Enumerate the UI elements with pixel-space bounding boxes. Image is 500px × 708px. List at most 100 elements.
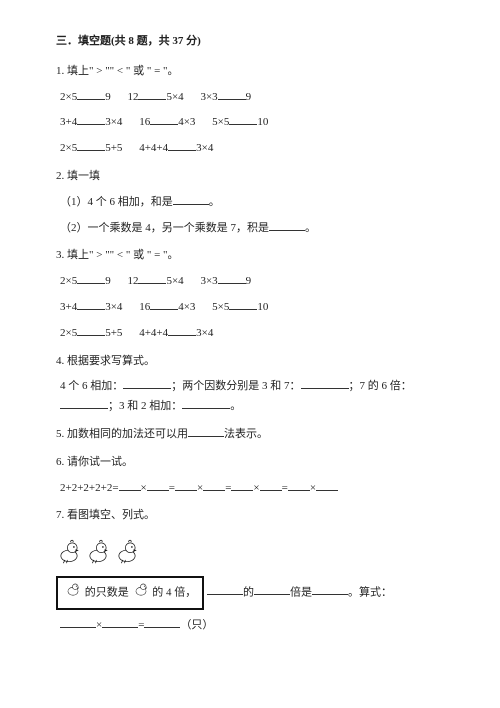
q7-tail-b: 倍是 [290, 586, 312, 598]
q1-r3a: 2×5 [60, 142, 77, 154]
q4end: 。 [230, 400, 241, 412]
q2: 2. 填一填 （1）4 个 6 相加，和是。 （2）一个乘数是 4，另一个乘数是… [56, 167, 452, 238]
q3-r1b2: 5×4 [166, 275, 183, 287]
blank [203, 479, 225, 491]
q4-prompt: 4. 根据要求写算式。 [56, 352, 452, 372]
blank [175, 479, 197, 491]
duck-icon [56, 538, 82, 572]
q1: 1. 填上" > "" < " 或 " = "。 2×59 125×4 3×39… [56, 62, 452, 159]
blank [77, 88, 105, 100]
q3-r3a2: 5+5 [105, 327, 122, 339]
q3-r2c: 5×5 [212, 301, 229, 313]
unit: （只） [180, 619, 213, 631]
q4c: ；7 的 6 倍： [349, 380, 412, 392]
q3: 3. 填上" > "" < " 或 " = "。 2×59 125×4 3×39… [56, 246, 452, 343]
q6: 6. 请你试一试。 2+2+2+2+2=×=×=×=× [56, 453, 452, 499]
q1-r2a: 3+4 [60, 116, 77, 128]
blank [119, 479, 141, 491]
blank [77, 272, 105, 284]
blank [102, 616, 138, 628]
blank [123, 377, 171, 389]
blank [301, 377, 349, 389]
blank [316, 479, 338, 491]
q3-r1c: 3×3 [200, 275, 217, 287]
ducks-illustration: 的只数是 的 4 倍， 的 倍是 。算式： [56, 538, 452, 610]
q2b: （2）一个乘数是 4，另一个乘数是 7，积是 [60, 222, 269, 234]
q3-r2c2: 10 [257, 301, 268, 313]
q4: 4. 根据要求写算式。 4 个 6 相加： ；两个因数分别是 3 和 7： ；7 的… [56, 352, 452, 417]
blank [168, 324, 196, 336]
q1-r1c2: 9 [246, 91, 252, 103]
q5a: 5. 加数相同的加法还可以用 [56, 428, 188, 440]
q7-box-a: 的只数是 [85, 586, 129, 598]
q3-r2a: 3+4 [60, 301, 77, 313]
blank [188, 425, 224, 437]
q3-r1c2: 9 [246, 275, 252, 287]
q1-r2b: 16 [139, 116, 150, 128]
q3-r2b: 16 [139, 301, 150, 313]
blank [138, 272, 166, 284]
q7-box: 的只数是 的 4 倍， [56, 576, 204, 610]
q7-tail-c: 。算式： [348, 586, 392, 598]
q4b: ；两个因数分别是 3 和 7： [171, 380, 300, 392]
blank [229, 113, 257, 125]
q1-r2c2: 10 [257, 116, 268, 128]
blank [147, 479, 169, 491]
duck-icon [114, 538, 140, 572]
blank [269, 219, 305, 231]
q7-tail-a: 的 [243, 586, 254, 598]
duck-icon [85, 538, 111, 572]
q1-r1b: 12 [127, 91, 138, 103]
blank [150, 298, 178, 310]
q1-r2b2: 4×3 [178, 116, 195, 128]
q3-r1a: 2×5 [60, 275, 77, 287]
q1-r1b2: 5×4 [166, 91, 183, 103]
q1-r1c: 3×3 [200, 91, 217, 103]
q7-box-b: 的 4 倍， [152, 586, 196, 598]
blank [254, 583, 290, 595]
q6-prompt: 6. 请你试一试。 [56, 453, 452, 473]
blank [150, 113, 178, 125]
q3-r3b: 4+4+4 [139, 327, 168, 339]
blank [77, 139, 105, 151]
q5: 5. 加数相同的加法还可以用 法表示。 [56, 425, 452, 445]
q1-r1a2: 9 [105, 91, 111, 103]
q1-r2a2: 3×4 [105, 116, 122, 128]
blank [77, 324, 105, 336]
blank [60, 616, 96, 628]
blank [312, 583, 348, 595]
q2b-end: 。 [305, 222, 316, 234]
blank [260, 479, 282, 491]
q3-prompt: 3. 填上" > "" < " 或 " = "。 [56, 246, 452, 266]
q3-r1b: 12 [127, 275, 138, 287]
q1-r3a2: 5+5 [105, 142, 122, 154]
q2a-end: 。 [209, 196, 220, 208]
chick-icon [64, 580, 82, 606]
blank [218, 88, 246, 100]
q2-prompt: 2. 填一填 [56, 167, 452, 187]
q3-r3a: 2×5 [60, 327, 77, 339]
blank [182, 397, 230, 409]
blank [229, 298, 257, 310]
blank [207, 583, 243, 595]
q3-r2b2: 4×3 [178, 301, 195, 313]
blank [218, 272, 246, 284]
blank [144, 616, 180, 628]
q1-r2c: 5×5 [212, 116, 229, 128]
q5b: 法表示。 [224, 428, 268, 440]
q2a: （1）4 个 6 相加，和是 [60, 196, 173, 208]
q7: 7. 看图填空、列式。 的只数是 的 4 倍， 的倍是。算式： ×=（只） [56, 506, 452, 635]
blank [138, 88, 166, 100]
q1-r3b: 4+4+4 [139, 142, 168, 154]
q3-r2a2: 3×4 [105, 301, 122, 313]
q1-r1a: 2×5 [60, 91, 77, 103]
section-title: 三．填空题(共 8 题，共 37 分) [56, 32, 452, 52]
blank [60, 397, 108, 409]
blank [288, 479, 310, 491]
q4d: ；3 和 2 相加： [108, 400, 182, 412]
blank [173, 193, 209, 205]
q4a: 4 个 6 相加： [60, 380, 123, 392]
blank [231, 479, 253, 491]
chick-icon [132, 580, 150, 606]
q3-r3b2: 3×4 [196, 327, 213, 339]
